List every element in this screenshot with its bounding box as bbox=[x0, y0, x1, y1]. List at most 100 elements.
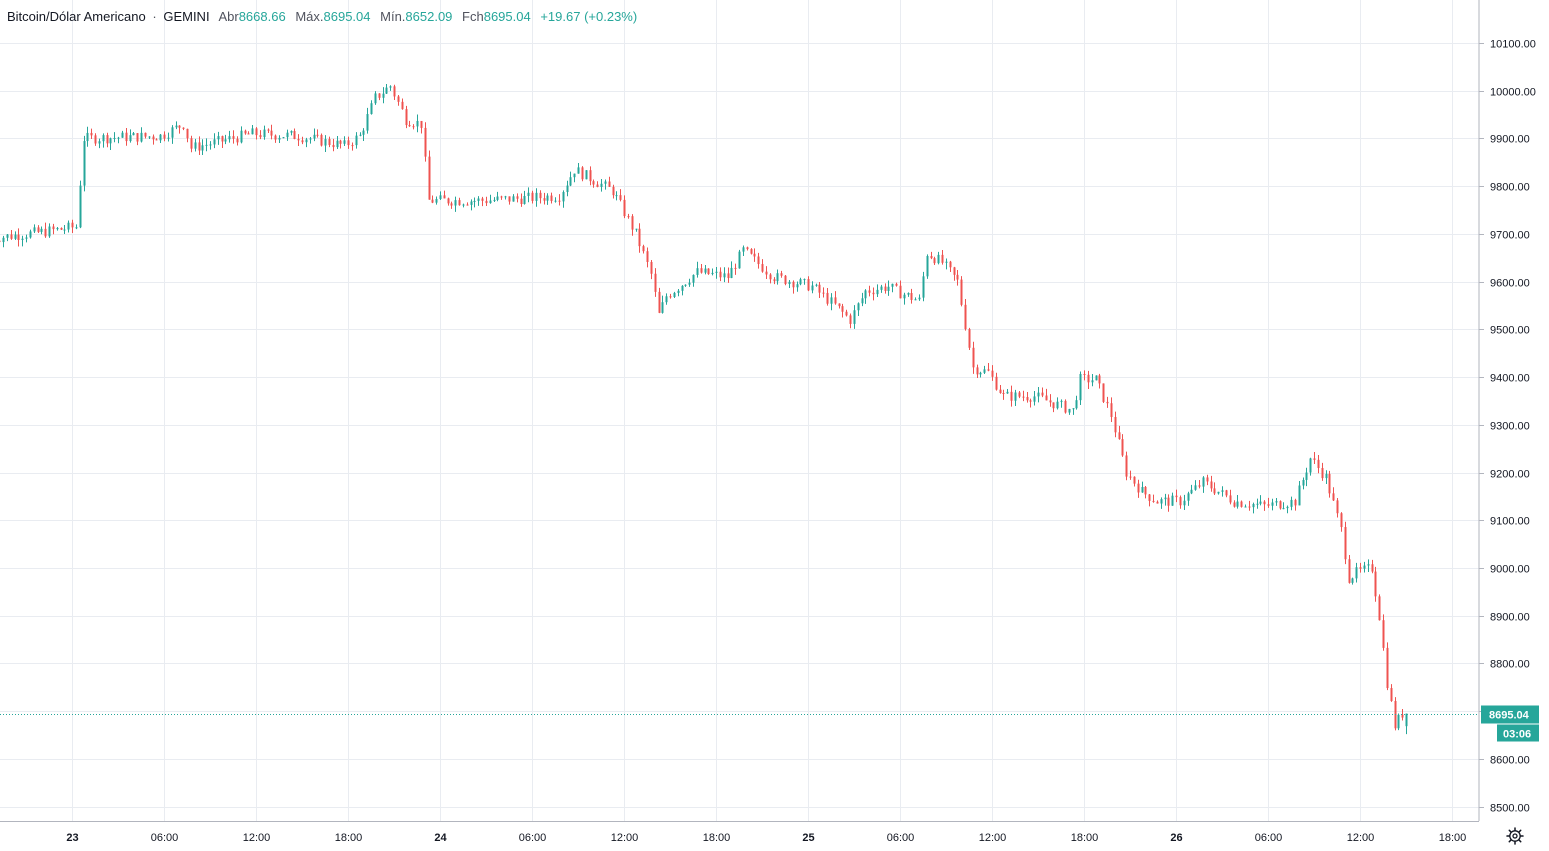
candle-body bbox=[1041, 392, 1044, 396]
candle-body bbox=[876, 289, 879, 295]
candle-body bbox=[397, 96, 400, 102]
candle-body bbox=[274, 135, 277, 140]
symbol-name[interactable]: Bitcoin/Dólar Americano bbox=[7, 9, 146, 24]
candle-body bbox=[688, 282, 691, 285]
candle-body bbox=[293, 131, 296, 140]
candle-body bbox=[884, 286, 887, 291]
candle-body bbox=[918, 297, 921, 300]
candle-body bbox=[646, 251, 649, 262]
candle-body bbox=[903, 294, 906, 299]
candle-body bbox=[359, 134, 362, 136]
candle-body bbox=[1060, 400, 1063, 402]
candle-body bbox=[301, 140, 304, 143]
price-tick-label: 10000.00 bbox=[1490, 87, 1536, 99]
close-value: 8695.04 bbox=[483, 9, 531, 24]
candle-body bbox=[1114, 416, 1117, 433]
candle-body bbox=[178, 125, 181, 128]
candle-body bbox=[148, 136, 151, 138]
candle-body bbox=[270, 130, 273, 136]
candle-body bbox=[129, 135, 132, 142]
candle-body bbox=[761, 264, 764, 272]
candle-body bbox=[665, 296, 668, 303]
candle-body bbox=[976, 367, 979, 375]
candle-body bbox=[382, 93, 385, 98]
candlestick-series bbox=[0, 83, 1408, 735]
candle-body bbox=[489, 200, 492, 204]
candle-body bbox=[493, 199, 496, 201]
candle-body bbox=[21, 238, 24, 240]
candle-body bbox=[236, 138, 239, 143]
candle-body bbox=[393, 86, 396, 97]
candle-body bbox=[558, 200, 561, 202]
candle-body bbox=[845, 311, 848, 316]
candle-body bbox=[1248, 506, 1251, 508]
candle-body bbox=[401, 101, 404, 110]
price-tick-label: 9800.00 bbox=[1490, 182, 1530, 194]
candle-body bbox=[167, 137, 170, 139]
candle-body bbox=[470, 201, 473, 205]
candle-body bbox=[67, 222, 70, 230]
candle-body bbox=[773, 279, 776, 282]
candle-body bbox=[1202, 477, 1205, 487]
candle-body bbox=[696, 268, 699, 275]
candle-body bbox=[765, 271, 768, 275]
candle-body bbox=[290, 131, 293, 133]
candle-body bbox=[669, 296, 672, 298]
candle-body bbox=[14, 234, 17, 239]
candle-body bbox=[374, 93, 377, 104]
candle-body bbox=[642, 246, 645, 252]
candle-body bbox=[466, 204, 469, 206]
time-tick-label: 23 bbox=[66, 832, 78, 844]
candle-body bbox=[10, 234, 13, 239]
gear-icon bbox=[1506, 827, 1524, 845]
candle-body bbox=[1175, 495, 1178, 498]
candle-body bbox=[171, 127, 174, 138]
candle-body bbox=[313, 134, 316, 139]
price-tick-label: 10100.00 bbox=[1490, 39, 1536, 51]
candle-body bbox=[1125, 455, 1128, 477]
candle-body bbox=[730, 267, 733, 279]
candle-body bbox=[29, 231, 32, 238]
candle-body bbox=[424, 127, 427, 157]
open-value: 8668.66 bbox=[238, 9, 286, 24]
candle-body bbox=[1068, 408, 1071, 413]
candle-body bbox=[1340, 513, 1343, 528]
time-axis[interactable]: 23 06:00 12:00 18:00 24 06:00 12:00 18:00 25 06:0… bbox=[66, 832, 1466, 844]
candle-body bbox=[1026, 397, 1029, 401]
candle-body bbox=[90, 132, 93, 136]
candle-body bbox=[370, 103, 373, 115]
candle-body bbox=[1294, 499, 1297, 506]
candle-body bbox=[734, 267, 737, 269]
candle-body bbox=[389, 86, 392, 88]
candle-body bbox=[949, 261, 952, 268]
candle-body bbox=[826, 292, 829, 304]
candle-body bbox=[332, 144, 335, 148]
candle-body bbox=[868, 290, 871, 293]
candle-body bbox=[746, 247, 749, 250]
candle-body bbox=[1133, 476, 1136, 484]
candle-body bbox=[75, 227, 78, 229]
candle-body bbox=[1052, 402, 1055, 409]
candle-body bbox=[531, 192, 534, 201]
candle-body bbox=[504, 196, 507, 198]
candle-body bbox=[1405, 713, 1408, 727]
candle-body bbox=[750, 249, 753, 254]
candle-body bbox=[608, 181, 611, 187]
candle-body bbox=[2, 237, 5, 243]
candle-body bbox=[684, 284, 687, 286]
low-value: 8652.09 bbox=[405, 9, 453, 24]
candle-body bbox=[1325, 473, 1328, 479]
candle-body bbox=[6, 234, 9, 238]
time-tick-label: 12:00 bbox=[243, 832, 271, 844]
candle-body bbox=[707, 268, 710, 275]
candle-body bbox=[880, 286, 883, 290]
candle-body bbox=[715, 271, 718, 273]
candle-body bbox=[527, 192, 530, 196]
candle-body bbox=[121, 132, 124, 138]
candle-body bbox=[1263, 501, 1266, 505]
time-tick-label: 06:00 bbox=[151, 832, 179, 844]
candle-body bbox=[182, 127, 185, 129]
candle-body bbox=[439, 195, 442, 199]
chart-settings-button[interactable] bbox=[1505, 826, 1525, 846]
